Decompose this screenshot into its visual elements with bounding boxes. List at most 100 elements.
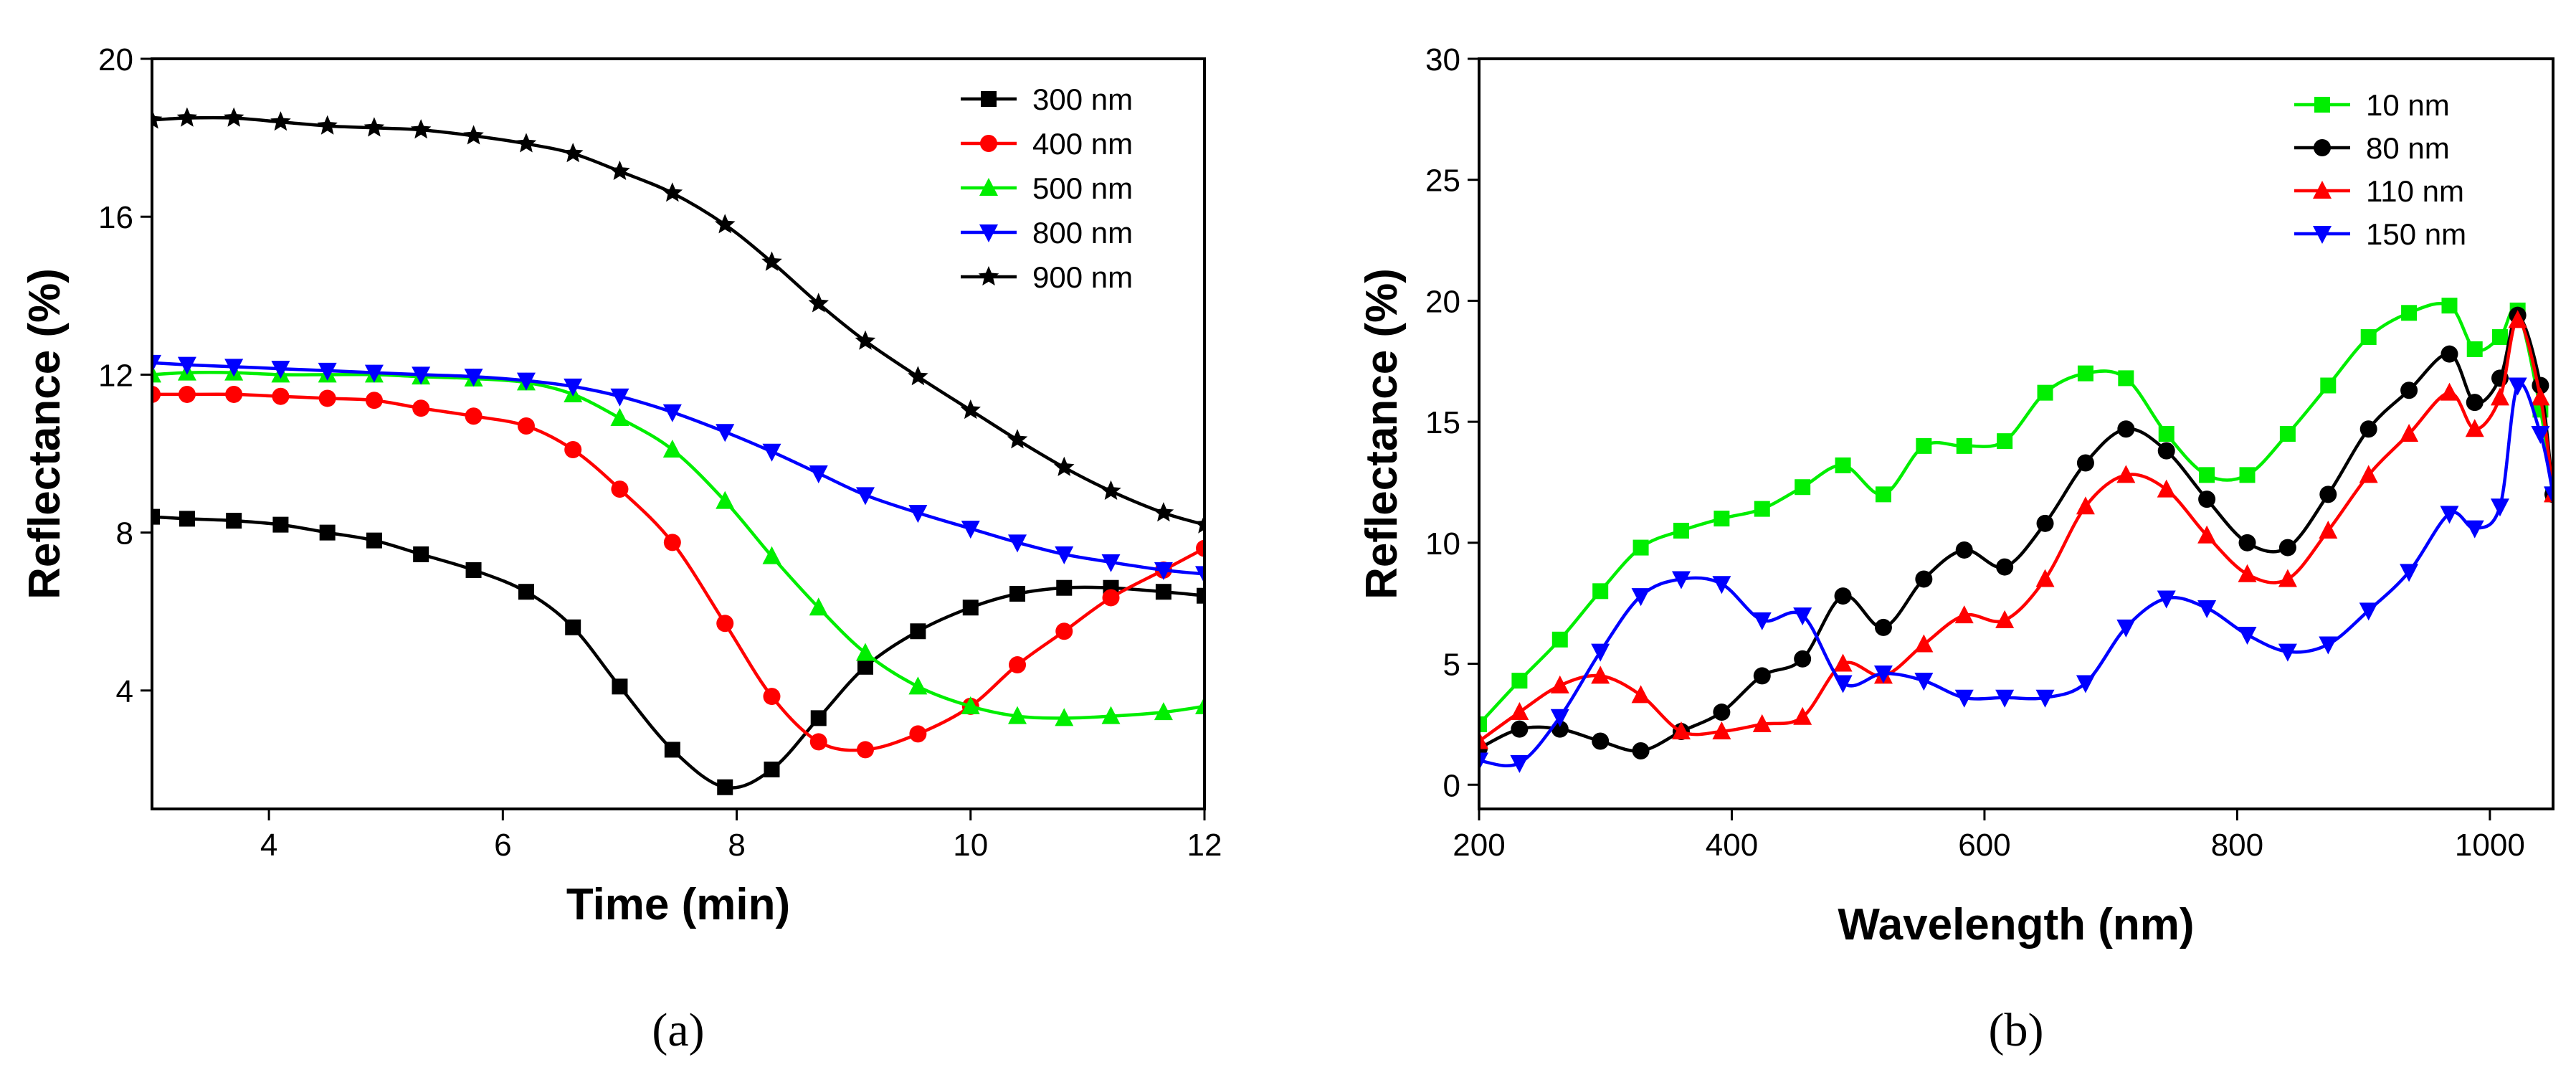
data-point (909, 725, 927, 743)
data-point (2400, 424, 2419, 442)
series-group (152, 107, 1204, 795)
data-point (908, 505, 928, 524)
data-point (2076, 496, 2095, 515)
data-point (764, 761, 780, 777)
data-point (413, 546, 429, 562)
data-point (1713, 704, 1731, 721)
data-point (2401, 305, 2418, 321)
panel-b: 200 400 600 800 1000 0 5 10 15 20 25 30 Wavelength (… (1357, 42, 2554, 1056)
data-point (270, 111, 291, 131)
data-point (317, 115, 338, 135)
legend-marker (981, 91, 997, 107)
data-point (2359, 465, 2378, 483)
y-tick-label: 5 (1443, 648, 1460, 683)
data-point (1550, 709, 1569, 727)
x-tick-label: 6 (494, 828, 511, 863)
data-point (2465, 419, 2484, 437)
data-point (1956, 437, 1972, 454)
data-point (1101, 480, 1121, 500)
data-point (2466, 341, 2483, 357)
data-point (1954, 689, 1974, 708)
data-point (318, 389, 336, 407)
data-point (856, 741, 874, 759)
data-point (1873, 666, 1893, 684)
data-point (1197, 587, 1204, 604)
data-point (2157, 442, 2175, 460)
data-point (662, 404, 682, 422)
data-point (2544, 486, 2553, 505)
data-point (1875, 486, 1891, 503)
data-point (1995, 689, 2015, 708)
data-point (565, 619, 581, 635)
data-point (319, 524, 336, 541)
data-point (1055, 622, 1073, 640)
y-tick-label: 30 (1425, 42, 1460, 77)
data-point (1009, 656, 1027, 674)
data-point (1194, 513, 1204, 534)
data-point (1874, 618, 1892, 636)
data-point (1591, 666, 1610, 684)
data-point (2077, 365, 2093, 382)
data-point (412, 366, 431, 385)
legend-label: 400 nm (1032, 127, 1133, 161)
data-point (2508, 377, 2527, 396)
data-point (857, 658, 873, 675)
data-point (2508, 310, 2527, 328)
x-tick-label: 800 (2211, 828, 2263, 863)
x-axis-title: Wavelength (nm) (1838, 900, 2194, 949)
data-point (2037, 384, 2053, 401)
data-point (2117, 420, 2135, 438)
data-point (1551, 631, 1568, 648)
data-point (1631, 588, 1650, 607)
data-point (1511, 720, 1529, 738)
data-point (1916, 437, 1932, 454)
data-point (1510, 702, 1529, 721)
data-point (2158, 426, 2175, 442)
data-point (2465, 520, 2484, 539)
data-point (960, 399, 981, 420)
data-point (1834, 587, 1852, 605)
data-point (808, 293, 829, 313)
data-point (465, 407, 483, 425)
y-tick-label: 25 (1425, 164, 1460, 199)
data-point (152, 354, 161, 373)
data-point (612, 678, 628, 695)
data-point (809, 733, 827, 751)
data-point (962, 600, 979, 616)
data-point (610, 388, 629, 407)
data-point (1712, 721, 1731, 740)
data-point (716, 424, 735, 442)
plot-frame (151, 57, 1206, 810)
data-point (2320, 377, 2337, 394)
data-point (152, 508, 160, 525)
y-axis-title: Reflectance (%) (20, 268, 70, 600)
data-point (1914, 634, 1934, 653)
data-point (1833, 675, 1853, 693)
data-point (2490, 387, 2509, 406)
data-point (365, 392, 383, 409)
legend-marker (979, 224, 998, 242)
data-point (366, 532, 382, 549)
x-tick-label: 8 (728, 828, 745, 863)
data-point (855, 330, 876, 350)
x-tick-label: 10 (953, 828, 988, 863)
data-point (2440, 382, 2459, 401)
data-point (716, 615, 734, 633)
data-point (517, 417, 535, 435)
legend-marker (978, 266, 999, 286)
data-point (364, 364, 384, 383)
data-point (717, 779, 733, 795)
data-point (225, 385, 243, 403)
data-point (2036, 514, 2054, 532)
panel-label: (a) (652, 1004, 704, 1056)
x-tick-label: 4 (260, 828, 277, 863)
data-point (761, 251, 782, 271)
data-point (2491, 329, 2508, 346)
data-point (564, 441, 582, 459)
data-point (176, 107, 198, 127)
data-point (716, 491, 735, 509)
data-point (1632, 742, 1650, 760)
data-point (1102, 589, 1120, 607)
data-point (1591, 643, 1610, 662)
